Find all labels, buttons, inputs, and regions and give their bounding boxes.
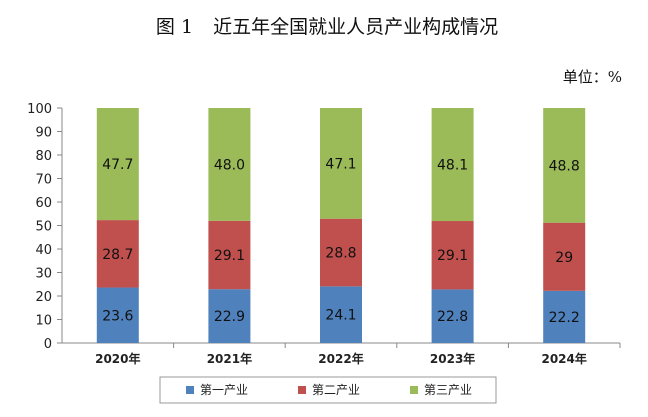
chart-title-prefix: 图 1	[155, 16, 194, 38]
chart-title-text: 近五年全国就业人员产业构成情况	[213, 16, 499, 38]
bar-segment	[543, 222, 586, 291]
legend-swatch	[298, 386, 306, 394]
legend-label: 第二产业	[312, 383, 360, 397]
data-label: 28.8	[325, 246, 356, 262]
legend-swatch	[410, 386, 418, 394]
bar-segment	[431, 108, 474, 222]
bar-segment	[208, 289, 251, 343]
data-label: 48.8	[549, 158, 580, 174]
y-tick-label: 100	[27, 102, 52, 117]
bar-segment	[208, 108, 251, 221]
y-tick-label: 90	[35, 126, 52, 141]
legend-label: 第三产业	[424, 383, 472, 397]
bar-segment	[320, 286, 362, 343]
y-tick-label: 10	[35, 314, 52, 329]
bar-segment	[96, 220, 139, 288]
bar-segment	[320, 108, 362, 219]
bar-segment	[431, 221, 474, 290]
x-tick-label: 2021年	[207, 351, 252, 366]
data-label: 22.9	[214, 309, 245, 325]
bar-segment	[208, 220, 251, 290]
data-label: 28.7	[102, 247, 133, 263]
bar-segment	[320, 218, 362, 287]
bar-segment	[96, 287, 139, 343]
y-tick-label: 60	[35, 196, 52, 211]
y-tick-label: 40	[35, 243, 52, 258]
bar-segment	[96, 108, 139, 221]
data-label: 22.8	[437, 309, 468, 325]
bar-segment	[431, 289, 474, 343]
data-label: 22.2	[549, 310, 580, 326]
data-label: 48.0	[214, 157, 245, 173]
data-label: 29.1	[214, 248, 245, 264]
y-tick-label: 0	[44, 337, 52, 352]
legend-swatch	[186, 386, 194, 394]
data-label: 24.1	[325, 308, 356, 324]
x-tick-label: 2024年	[541, 351, 586, 366]
bar-segment	[543, 108, 586, 223]
unit-label: 单位：%	[562, 68, 622, 86]
data-label: 47.7	[102, 157, 133, 173]
y-tick-label: 50	[35, 220, 52, 235]
chart-title: 图 1 近五年全国就业人员产业构成情况	[0, 12, 648, 39]
data-label: 23.6	[102, 308, 133, 324]
data-label: 48.1	[437, 158, 468, 174]
y-tick-label: 70	[35, 173, 52, 188]
data-label: 29	[555, 250, 573, 266]
legend-label: 第一产业	[200, 383, 248, 397]
y-tick-label: 20	[35, 290, 52, 305]
data-label: 29.1	[437, 248, 468, 264]
y-tick-label: 80	[35, 149, 52, 164]
data-label: 47.1	[325, 156, 356, 172]
x-tick-label: 2023年	[430, 351, 475, 366]
x-tick-label: 2020年	[95, 351, 140, 366]
y-tick-label: 30	[35, 267, 52, 282]
bar-segment	[543, 290, 586, 343]
legend-box	[159, 376, 497, 404]
x-tick-label: 2022年	[318, 351, 363, 366]
